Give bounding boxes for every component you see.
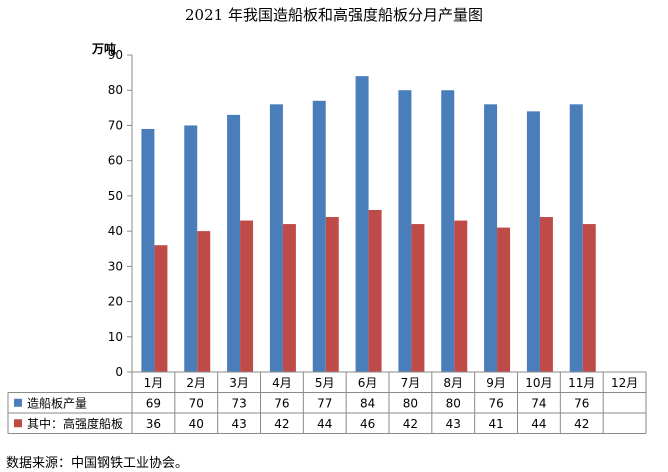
category-label: 8月 [443, 376, 463, 390]
category-label: 12月 [611, 376, 638, 390]
bar-series2 [154, 245, 168, 372]
bar-series1 [484, 104, 498, 373]
bar-series2 [197, 231, 211, 372]
bar-series1 [269, 104, 283, 373]
bar-series1 [141, 128, 155, 372]
y-tick-label: 20 [108, 295, 123, 309]
y-tick-label: 40 [108, 224, 123, 238]
table-value: 40 [189, 417, 204, 431]
bar-series2 [240, 220, 254, 372]
table-value: 73 [231, 396, 246, 410]
table-value: 70 [189, 396, 204, 410]
category-label: 7月 [401, 376, 421, 390]
y-tick-label: 80 [108, 83, 123, 97]
category-label: 11月 [568, 376, 595, 390]
source-note: 数据来源：中国钢铁工业协会。 [6, 456, 189, 471]
bar-series2 [411, 224, 425, 372]
legend-label: 造船板产量 [27, 396, 87, 410]
table-value: 80 [403, 396, 418, 410]
bar-series2 [454, 220, 468, 372]
table-value: 46 [360, 417, 375, 431]
table-value: 42 [274, 417, 289, 431]
table-value: 69 [146, 396, 161, 410]
table-value: 41 [488, 417, 503, 431]
bar-series2 [539, 217, 553, 372]
table-value: 43 [231, 417, 246, 431]
category-label: 5月 [315, 376, 335, 390]
bar-series1 [526, 111, 540, 372]
legend-swatch [14, 398, 22, 407]
category-label: 4月 [272, 376, 292, 390]
table-value: 77 [317, 396, 332, 410]
bar-series1 [312, 100, 326, 373]
bar-series2 [282, 224, 296, 372]
bar-series2 [582, 224, 596, 372]
table-value: 42 [403, 417, 418, 431]
table-value: 44 [531, 417, 546, 431]
y-tick-label: 90 [108, 48, 123, 62]
y-axis-unit: 万吨 [92, 42, 117, 56]
bar-series2 [325, 217, 339, 372]
table-value: 44 [317, 417, 332, 431]
table-value: 80 [446, 396, 461, 410]
category-label: 10月 [525, 376, 552, 390]
bar-series2 [368, 209, 382, 372]
bar-series1 [569, 104, 583, 373]
bar-series1 [355, 76, 369, 372]
bar-series1 [227, 114, 241, 372]
category-label: 2月 [186, 376, 206, 390]
table-value: 76 [574, 396, 589, 410]
legend-swatch [14, 419, 22, 428]
y-tick-label: 30 [108, 259, 123, 273]
bar-series1 [441, 90, 455, 372]
table-value: 43 [446, 417, 461, 431]
table-value: 42 [574, 417, 589, 431]
category-label: 9月 [486, 376, 506, 390]
table-value: 76 [274, 396, 289, 410]
bar-series1 [184, 125, 198, 372]
table-value: 84 [360, 396, 375, 410]
legend-label: 其中：高强度船板 [27, 416, 123, 431]
table-value: 76 [488, 396, 503, 410]
y-tick-label: 60 [108, 154, 123, 168]
category-label: 6月 [358, 376, 378, 390]
table-value: 36 [146, 417, 161, 431]
chart-title: 2021 年我国造船板和高强度船板分月产量图 [185, 6, 483, 24]
y-tick-label: 70 [108, 118, 123, 132]
category-label: 1月 [144, 376, 164, 390]
bar-series2 [497, 227, 511, 372]
y-tick-label: 50 [108, 189, 123, 203]
category-label: 3月 [229, 376, 249, 390]
table-value: 74 [531, 396, 546, 410]
bar-chart: 0 10 20 30 40 50 60 70 80 90 1月 2月 3月 4月 5月 6月 7月 8月 9月 10月… [7, 48, 647, 434]
y-tick-label: 10 [108, 330, 123, 344]
bar-series1 [398, 90, 412, 372]
y-tick-label: 0 [115, 365, 123, 379]
